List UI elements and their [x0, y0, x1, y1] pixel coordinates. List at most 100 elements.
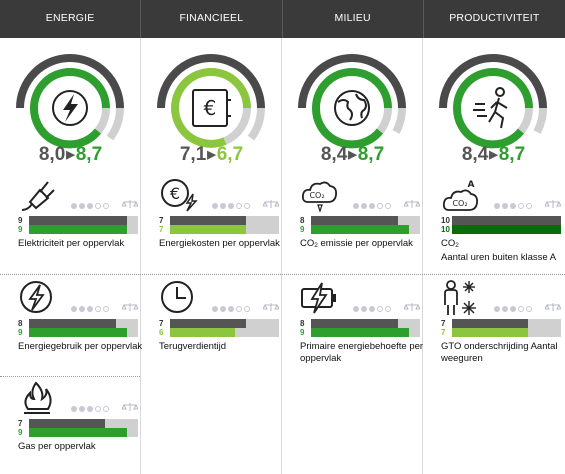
column-divider	[281, 38, 282, 474]
triangle-right-icon: ▶	[66, 149, 75, 161]
battery-lightning-icon	[301, 282, 336, 314]
rating-dots	[353, 306, 393, 312]
score-before: 7,1	[179, 144, 207, 165]
metric-label: Elektriciteit per oppervlak	[18, 238, 125, 249]
metric-label: Primaire energiebehoefte per oppervlak	[300, 341, 424, 364]
metric-label: CO2 emissie per oppervlak	[300, 238, 413, 249]
productiviteit-score-gauge	[437, 52, 549, 164]
before-score: 7	[18, 419, 23, 428]
euro-lightning-icon: €	[161, 179, 198, 212]
before-score: 7	[441, 319, 446, 328]
before-bar	[29, 319, 117, 328]
metric-label: Terugverdientijd	[159, 341, 227, 352]
balance-scale-icon	[122, 200, 138, 208]
tab-productiviteit[interactable]: PRODUCTIVITEIT	[449, 12, 540, 24]
before-score: 8	[300, 319, 305, 328]
lightning-bolt-icon	[52, 90, 88, 126]
rating-dots	[494, 306, 534, 312]
before-score: 7	[159, 216, 164, 225]
energie-score-gauge	[14, 52, 126, 164]
tab-milieu[interactable]: MILIEU	[283, 0, 424, 38]
score-bars: 7 9	[18, 418, 138, 438]
score-after: 8,7	[75, 144, 103, 165]
before-score: 10	[441, 216, 450, 225]
rating-dots	[71, 406, 111, 412]
rating-dots	[353, 203, 393, 209]
score-after: 8,7	[498, 144, 526, 165]
balance-scale-icon	[122, 403, 138, 411]
rating-dots	[71, 203, 111, 209]
metric-label: CO2 Aantal uren buiten klasse A	[441, 238, 557, 263]
before-bar	[170, 216, 247, 225]
score-before: 8,4	[461, 144, 489, 165]
before-bar	[29, 419, 106, 428]
balance-scale-icon	[122, 303, 138, 311]
clock-icon	[161, 281, 193, 313]
after-bar	[452, 225, 561, 234]
after-bar	[29, 328, 128, 337]
metric-label: Energiekosten per oppervlak	[159, 238, 280, 249]
balance-scale-icon	[263, 200, 279, 208]
before-score: 8	[18, 319, 23, 328]
row-divider	[0, 274, 565, 275]
category-tabs: ENERGIE FINANCIEEL MILIEU PRODUCTIVITEIT	[0, 0, 565, 38]
after-score: 9	[300, 328, 305, 337]
metric-label: Gas per oppervlak	[18, 441, 96, 452]
after-score: 9	[18, 328, 23, 337]
after-bar	[170, 225, 247, 234]
euro-safe-icon: €	[192, 89, 231, 127]
after-bar	[452, 328, 529, 337]
svg-text:A: A	[468, 180, 475, 190]
score-bars: 8 9	[18, 318, 138, 338]
score-bars: 10 10	[441, 215, 561, 235]
triangle-right-icon: ▶	[207, 149, 216, 161]
rating-dots	[71, 306, 111, 312]
lightning-circle-icon	[20, 281, 52, 313]
svg-text:CO₂: CO₂	[452, 199, 467, 208]
score-before: 8,0	[38, 144, 66, 165]
after-bar	[311, 225, 410, 234]
after-score: 7	[159, 225, 164, 234]
rating-dots	[212, 306, 252, 312]
balance-scale-icon	[404, 200, 420, 208]
before-bar	[29, 216, 128, 225]
before-score: 7	[159, 319, 164, 328]
after-score: 6	[159, 328, 164, 337]
co2-cloud-a-icon: CO₂ A	[442, 180, 479, 211]
score-before: 8,4	[320, 144, 348, 165]
tab-energie[interactable]: ENERGIE	[0, 0, 142, 38]
rating-dots	[212, 203, 252, 209]
balance-scale-icon	[545, 200, 561, 208]
before-bar	[452, 216, 561, 225]
before-bar	[170, 319, 247, 328]
column-divider	[140, 38, 141, 474]
tab-financieel[interactable]: FINANCIEEL	[141, 0, 283, 38]
financieel-score: 7,1▶6,7	[141, 144, 282, 166]
score-bars: 8 9	[300, 318, 420, 338]
after-score: 9	[18, 225, 23, 234]
metric-label: GTO onderschrijding Aantal weeguren	[441, 341, 558, 364]
energie-score: 8,0▶8,7	[0, 144, 141, 166]
after-score: 9	[18, 428, 23, 437]
score-bars: 7 7	[159, 215, 279, 235]
svg-text:€: €	[204, 96, 217, 120]
triangle-right-icon: ▶	[489, 149, 498, 161]
electric-plug-icon	[21, 181, 55, 211]
before-bar	[311, 319, 399, 328]
after-score: 10	[441, 225, 450, 234]
after-score: 7	[441, 328, 446, 337]
row-divider	[0, 376, 140, 377]
person-climate-icon	[444, 280, 476, 315]
milieu-score: 8,4▶8,7	[282, 144, 423, 166]
score-bars: 8 9	[300, 215, 420, 235]
score-bars: 7 6	[159, 318, 279, 338]
before-bar	[452, 319, 529, 328]
score-after: 6,7	[216, 144, 244, 165]
gas-flame-icon	[24, 381, 52, 414]
score-bars: 7 7	[441, 318, 561, 338]
balance-scale-icon	[545, 303, 561, 311]
globe-icon	[334, 90, 370, 126]
co2-cloud-icon: CO₂	[301, 181, 338, 213]
rating-dots	[494, 203, 534, 209]
before-score: 8	[300, 216, 305, 225]
